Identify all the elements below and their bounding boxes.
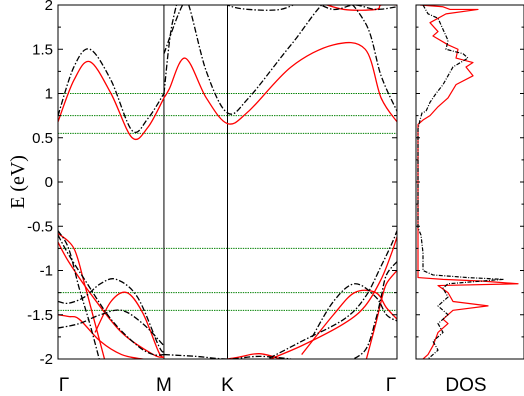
- y-axis-ticks: -2 -1.5 -1 -0.5 0 0.5 1 1.5 2: [27, 0, 397, 368]
- band-line: [311, 283, 397, 338]
- y-axis-title: E (eV): [7, 155, 29, 209]
- k-point-label: Γ: [59, 375, 69, 396]
- band-structure-panel: -2 -1.5 -1 -0.5 0 0.5 1 1.5 2 Γ M K Γ E (eV): [7, 0, 398, 396]
- red-dos-series: [417, 5, 519, 359]
- dos-y-ticks: [416, 4, 524, 360]
- band-line: [58, 278, 165, 353]
- band-line: [58, 48, 165, 133]
- y-tick-label: 1.5: [32, 41, 53, 58]
- y-tick-label: 2: [45, 0, 53, 14]
- black-dashed-bands-series: [58, 5, 397, 359]
- y-tick-label: 0.5: [32, 130, 53, 147]
- y-tick-label: -0.5: [27, 218, 53, 235]
- band-line: [163, 353, 292, 359]
- band-line: [58, 314, 149, 359]
- y-tick-label: 1: [45, 86, 53, 103]
- band-line: [58, 230, 100, 359]
- k-point-label: K: [221, 375, 234, 396]
- dos-line: [417, 5, 519, 359]
- black-dashed-dos-series: [417, 5, 504, 359]
- band-line: [319, 5, 397, 11]
- band-line: [365, 270, 397, 359]
- dos-plot-background: [416, 5, 524, 359]
- band-line: [223, 353, 283, 359]
- band-line: [58, 234, 164, 356]
- k-point-label: M: [156, 375, 172, 396]
- band-line: [58, 309, 165, 347]
- band-line: [268, 236, 397, 359]
- band-line: [301, 289, 397, 355]
- y-tick-label: -1: [40, 263, 53, 280]
- band-line: [94, 291, 165, 358]
- k-point-label: Γ: [386, 375, 396, 396]
- y-tick-label: -2: [40, 351, 53, 368]
- dos-line: [417, 5, 504, 359]
- dos-panel: DOS: [415, 4, 524, 396]
- y-tick-label: -1.5: [27, 307, 53, 324]
- band-line: [325, 5, 397, 11]
- dos-axis-label: DOS: [445, 375, 486, 396]
- band-line: [58, 60, 165, 141]
- band-line: [163, 41, 397, 125]
- band-line: [58, 232, 106, 359]
- band-line: [266, 230, 397, 359]
- k-point-divider-lines: [163, 5, 228, 359]
- y-tick-label: 0: [45, 174, 53, 191]
- band-line: [351, 261, 397, 359]
